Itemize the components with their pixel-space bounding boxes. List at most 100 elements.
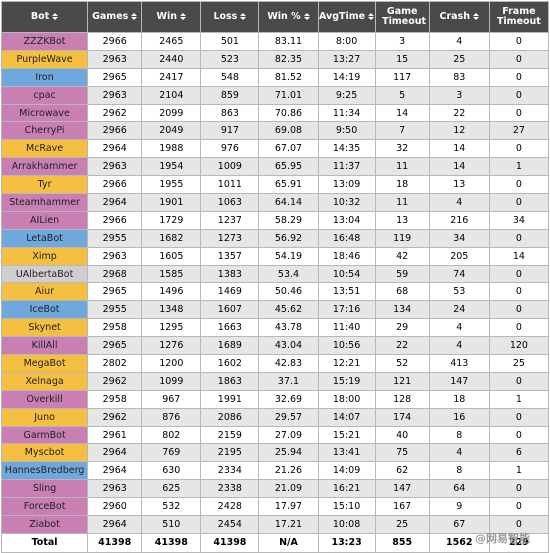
avgtime-cell: 13:04 xyxy=(318,211,375,229)
column-header-crash[interactable]: Crash xyxy=(429,2,489,33)
bot-name-cell: ForceBot xyxy=(2,498,88,516)
crash-cell: 205 xyxy=(429,247,489,265)
bot-name-cell: Overkill xyxy=(2,390,88,408)
bot-name-cell: IceBot xyxy=(2,301,88,319)
games-cell: 2958 xyxy=(88,319,142,337)
games-cell: 2963 xyxy=(88,50,142,68)
win-cell: 1729 xyxy=(142,211,201,229)
avgtime-cell: 11:34 xyxy=(318,104,375,122)
games-cell: 2966 xyxy=(88,33,142,51)
win-pct-cell: 58.29 xyxy=(259,211,318,229)
loss-cell: 1689 xyxy=(201,337,259,355)
loss-cell: 523 xyxy=(201,50,259,68)
crash-cell: 147 xyxy=(429,372,489,390)
column-header-win-pct[interactable]: Win % xyxy=(259,2,318,33)
games-cell: 2966 xyxy=(88,176,142,194)
games-cell: 2964 xyxy=(88,140,142,158)
crash-cell: 24 xyxy=(429,301,489,319)
win-cell: 532 xyxy=(142,498,201,516)
sort-icon xyxy=(180,13,186,20)
total-label: Total xyxy=(2,533,88,552)
games-cell: 2955 xyxy=(88,229,142,247)
bot-name-cell: CherryPi xyxy=(2,122,88,140)
column-header-win[interactable]: Win xyxy=(142,2,201,33)
column-header-bot[interactable]: Bot xyxy=(2,2,88,33)
win-pct-cell: 29.57 xyxy=(259,408,318,426)
win-cell: 630 xyxy=(142,462,201,480)
game-timeout-cell: 52 xyxy=(375,355,429,373)
total-win-pct: N/A xyxy=(259,533,318,552)
loss-cell: 1663 xyxy=(201,319,259,337)
win-pct-cell: 67.07 xyxy=(259,140,318,158)
column-header-games[interactable]: Games xyxy=(88,2,142,33)
avgtime-cell: 15:21 xyxy=(318,426,375,444)
frame-timeout-cell: 0 xyxy=(489,229,548,247)
game-timeout-cell: 22 xyxy=(375,337,429,355)
column-header-game-timeout[interactable]: Game Timeout xyxy=(375,2,429,33)
games-cell: 2960 xyxy=(88,498,142,516)
bot-name-cell: Myscbot xyxy=(2,444,88,462)
game-timeout-cell: 42 xyxy=(375,247,429,265)
win-pct-cell: 17.21 xyxy=(259,516,318,534)
loss-cell: 1009 xyxy=(201,158,259,176)
win-pct-cell: 42.83 xyxy=(259,355,318,373)
win-cell: 1496 xyxy=(142,283,201,301)
games-cell: 2966 xyxy=(88,122,142,140)
frame-timeout-cell: 0 xyxy=(489,265,548,283)
crash-cell: 34 xyxy=(429,229,489,247)
games-cell: 2963 xyxy=(88,247,142,265)
frame-timeout-cell: 0 xyxy=(489,33,548,51)
column-header-loss[interactable]: Loss xyxy=(201,2,259,33)
crash-cell: 4 xyxy=(429,319,489,337)
game-timeout-cell: 68 xyxy=(375,283,429,301)
frame-timeout-cell: 14 xyxy=(489,247,548,265)
avgtime-cell: 10:08 xyxy=(318,516,375,534)
bot-name-cell: HannesBredberg xyxy=(2,462,88,480)
frame-timeout-cell: 0 xyxy=(489,50,548,68)
frame-timeout-cell: 1 xyxy=(489,462,548,480)
frame-timeout-cell: 0 xyxy=(489,480,548,498)
loss-cell: 1011 xyxy=(201,176,259,194)
game-timeout-cell: 40 xyxy=(375,426,429,444)
loss-cell: 1273 xyxy=(201,229,259,247)
crash-cell: 4 xyxy=(429,337,489,355)
avgtime-cell: 11:40 xyxy=(318,319,375,337)
avgtime-cell: 14:09 xyxy=(318,462,375,480)
game-timeout-cell: 174 xyxy=(375,408,429,426)
avgtime-cell: 14:07 xyxy=(318,408,375,426)
win-pct-cell: 56.92 xyxy=(259,229,318,247)
game-timeout-cell: 5 xyxy=(375,86,429,104)
bot-name-cell: Steamhammer xyxy=(2,194,88,212)
win-cell: 802 xyxy=(142,426,201,444)
column-header-avgtime[interactable]: AvgTime xyxy=(318,2,375,33)
avgtime-cell: 18:00 xyxy=(318,390,375,408)
crash-cell: 9 xyxy=(429,498,489,516)
bot-name-cell: Ximp xyxy=(2,247,88,265)
column-header-frame-timeout[interactable]: Frame Timeout xyxy=(489,2,548,33)
frame-timeout-cell: 0 xyxy=(489,86,548,104)
frame-timeout-cell: 120 xyxy=(489,337,548,355)
sort-icon xyxy=(240,13,246,20)
crash-cell: 4 xyxy=(429,194,489,212)
win-cell: 510 xyxy=(142,516,201,534)
bot-name-cell: Sling xyxy=(2,480,88,498)
game-timeout-cell: 3 xyxy=(375,33,429,51)
total-loss: 41398 xyxy=(201,533,259,552)
win-cell: 1099 xyxy=(142,372,201,390)
crash-cell: 53 xyxy=(429,283,489,301)
game-timeout-cell: 128 xyxy=(375,390,429,408)
bot-name-cell: McRave xyxy=(2,140,88,158)
win-pct-cell: 32.69 xyxy=(259,390,318,408)
frame-timeout-cell: 0 xyxy=(489,140,548,158)
